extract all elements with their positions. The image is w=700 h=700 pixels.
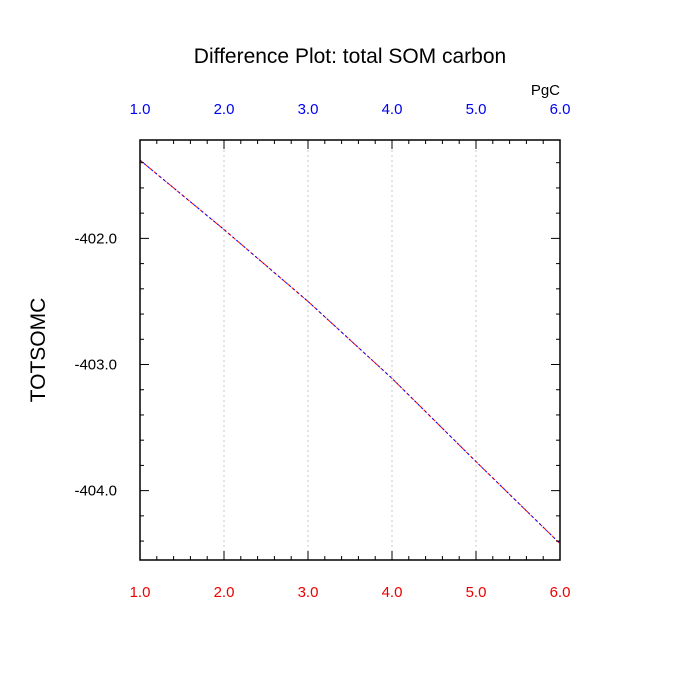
x-tick-label-bottom: 4.0 [382,584,403,601]
y-axis-label: TOTSOMC [27,298,50,403]
x-tick-label-top: 3.0 [298,101,319,118]
x-tick-label-top: 6.0 [550,101,571,118]
x-tick-label-top: 2.0 [214,101,235,118]
y-tick-label: -404.0 [74,483,117,500]
x-tick-label-bottom: 3.0 [298,584,319,601]
x-tick-label-bottom: 6.0 [550,584,571,601]
tick-marks [139,140,561,560]
gridlines [223,140,477,560]
series-group [139,159,561,544]
x-tick-label-top: 4.0 [382,101,403,118]
series-line-1 [139,159,561,544]
y-tick-label: -403.0 [74,357,117,374]
x-tick-label-bottom: 2.0 [214,584,235,601]
tick-labels: 1.0 1.0 2.0 2.0 3.0 3.0 4.0 4.0 5.0 5.0 6.0 6.0 -402… [74,101,570,601]
x-tick-label-top: 5.0 [466,101,487,118]
x-tick-label-bottom: 5.0 [466,584,487,601]
chart-title: Difference Plot: total SOM carbon [194,45,506,68]
x-tick-label-bottom: 1.0 [130,584,151,601]
x-tick-label-top: 1.0 [130,101,151,118]
units-label: PgC [531,82,560,99]
plot-frame [139,139,561,561]
y-tick-label: -402.0 [74,230,117,247]
series-line-2 [139,159,561,544]
